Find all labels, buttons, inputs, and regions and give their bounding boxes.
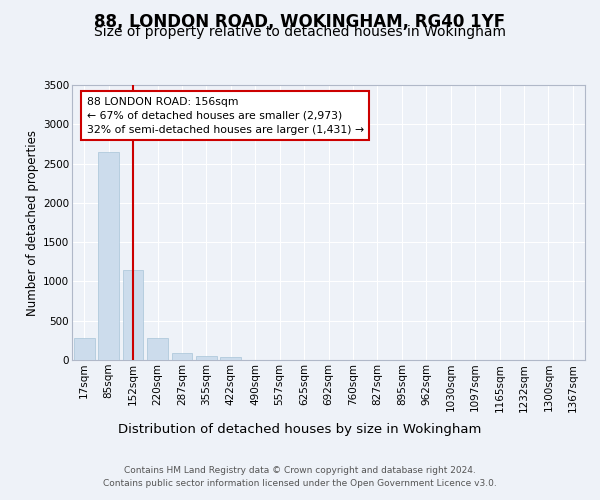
Bar — [172, 353, 193, 360]
Bar — [74, 338, 95, 360]
Y-axis label: Number of detached properties: Number of detached properties — [26, 130, 39, 316]
Text: Contains HM Land Registry data © Crown copyright and database right 2024.
Contai: Contains HM Land Registry data © Crown c… — [103, 466, 497, 487]
Bar — [147, 338, 168, 360]
Bar — [122, 270, 143, 360]
Text: 88 LONDON ROAD: 156sqm
← 67% of detached houses are smaller (2,973)
32% of semi-: 88 LONDON ROAD: 156sqm ← 67% of detached… — [86, 97, 364, 135]
Text: 88, LONDON ROAD, WOKINGHAM, RG40 1YF: 88, LONDON ROAD, WOKINGHAM, RG40 1YF — [94, 12, 506, 30]
Text: Distribution of detached houses by size in Wokingham: Distribution of detached houses by size … — [118, 422, 482, 436]
Text: Size of property relative to detached houses in Wokingham: Size of property relative to detached ho… — [94, 25, 506, 39]
Bar — [98, 152, 119, 360]
Bar — [220, 357, 241, 360]
Bar — [196, 356, 217, 360]
